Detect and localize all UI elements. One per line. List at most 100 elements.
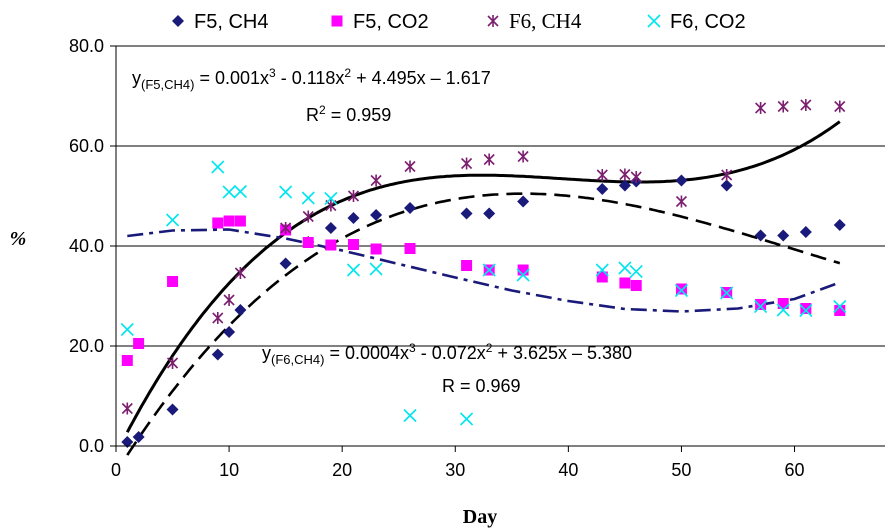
data-point <box>799 303 813 318</box>
data-point <box>777 298 789 309</box>
series-3 <box>121 99 846 415</box>
data-point <box>280 222 292 234</box>
data-point <box>517 150 529 163</box>
data-point <box>223 294 235 306</box>
trendline-3 <box>127 228 841 313</box>
data-point <box>234 304 247 316</box>
data-point <box>675 195 688 208</box>
y-tick-label: 0.0 <box>79 436 104 456</box>
data-point <box>211 348 224 361</box>
data-point <box>347 239 359 250</box>
data-point <box>120 322 134 337</box>
data-point <box>800 99 812 111</box>
data-point <box>834 100 846 113</box>
legend-label: F5, CH4 <box>194 11 268 33</box>
data-point <box>233 184 247 199</box>
tick-labels: 0.0 20.0 40.0 60.0 80.0 0 10 20 30 40 50 60 <box>69 36 805 480</box>
data-point <box>347 190 360 202</box>
data-point <box>596 169 608 181</box>
data-point <box>132 431 145 443</box>
data-point <box>167 276 179 287</box>
x-axis-title: Day <box>463 506 497 528</box>
data-point <box>404 160 416 173</box>
data-point <box>720 286 734 300</box>
data-point <box>211 160 225 174</box>
x-tick-label: 60 <box>785 460 805 480</box>
legend-item: F6, CO2 <box>647 11 746 33</box>
legend-marker <box>172 15 184 27</box>
data-point <box>777 229 790 242</box>
data-point <box>165 213 180 227</box>
data-point <box>121 355 133 366</box>
legend-marker <box>647 14 661 28</box>
legend: F5, CH4 F5, CO2 F6, CH4 F6, CO2 <box>172 9 746 33</box>
data-point <box>516 268 530 282</box>
data-point <box>596 183 609 195</box>
data-point <box>166 357 179 369</box>
data-point <box>799 226 812 238</box>
data-point <box>754 229 767 242</box>
legend-marker <box>331 15 343 27</box>
data-point <box>619 168 631 181</box>
x-tick-label: 50 <box>671 460 691 480</box>
data-point <box>369 262 383 276</box>
data-point <box>324 191 338 206</box>
data-point <box>404 243 416 254</box>
data-point <box>675 174 688 187</box>
data-point <box>222 185 236 199</box>
data-point <box>325 239 337 251</box>
y-tick-label: 80.0 <box>69 36 104 56</box>
r-value-f6-ch4: R = 0.969 <box>442 376 521 396</box>
data-point <box>302 210 314 223</box>
x-tick-label: 40 <box>558 460 578 480</box>
legend-label: F6, CO2 <box>670 11 746 33</box>
data-point <box>212 217 224 229</box>
data-point <box>403 408 417 423</box>
data-point <box>212 312 224 324</box>
data-point <box>461 260 473 271</box>
data-point <box>721 169 733 181</box>
data-point <box>482 263 496 277</box>
data-point <box>755 102 767 114</box>
data-point <box>619 277 631 289</box>
data-point <box>754 299 768 314</box>
data-point <box>483 153 495 166</box>
data-point <box>630 171 642 183</box>
x-tick-label: 10 <box>219 460 239 480</box>
trendline-1 <box>125 120 841 433</box>
y-tick-label: 20.0 <box>69 336 104 356</box>
data-point <box>370 243 382 255</box>
x-tick-label: 0 <box>111 460 121 480</box>
data-point <box>833 299 847 314</box>
data-point <box>517 195 530 208</box>
data-point <box>302 237 314 248</box>
x-tick-label: 20 <box>332 460 352 480</box>
legend-item: F6, CH4 <box>487 9 582 33</box>
trendline-2 <box>126 192 841 456</box>
y-tick-label: 40.0 <box>69 236 104 256</box>
data-point <box>630 280 642 291</box>
axes <box>110 45 885 452</box>
y-tick-label: 60.0 <box>69 136 104 156</box>
data-point <box>166 403 179 416</box>
data-point <box>483 207 496 220</box>
data-point <box>720 179 733 192</box>
x-tick-label: 30 <box>445 460 465 480</box>
r-squared-f5-ch4: R2 = 0.959 <box>306 103 391 125</box>
trendlines <box>125 120 841 456</box>
data-point <box>370 209 383 221</box>
data-point <box>301 191 315 205</box>
data-point <box>755 299 767 310</box>
data-point <box>800 303 812 314</box>
data-point <box>595 263 609 277</box>
data-point <box>223 215 235 227</box>
data-point <box>675 283 687 295</box>
legend-item: F5, CO2 <box>331 11 429 33</box>
data-point <box>234 267 246 279</box>
data-point <box>629 264 643 279</box>
series-4 <box>120 160 847 426</box>
grid-lines <box>116 45 885 347</box>
data-point <box>133 338 145 349</box>
data-point <box>674 283 689 298</box>
